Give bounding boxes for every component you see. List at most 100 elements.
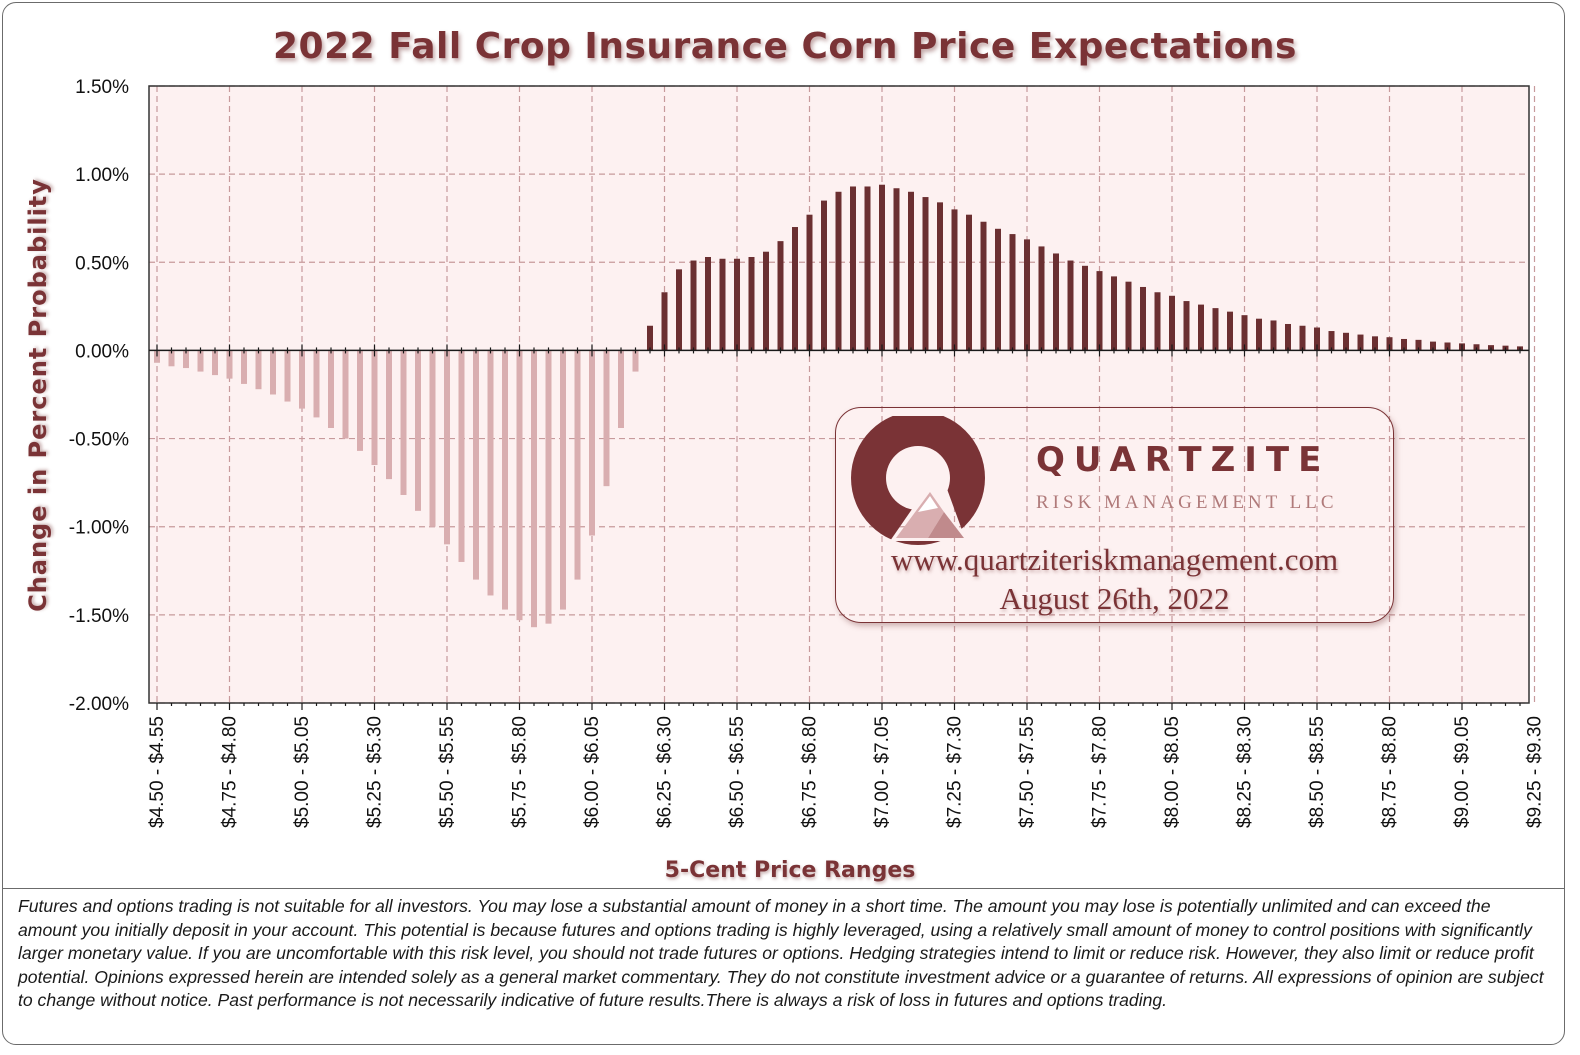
bar xyxy=(951,209,958,351)
bar xyxy=(1082,265,1088,351)
risk-disclaimer: Futures and options trading is not suita… xyxy=(2,888,1565,1045)
bar-series xyxy=(154,184,1523,628)
bar xyxy=(966,214,972,351)
y-tick-label: -0.50% xyxy=(69,430,129,451)
bar xyxy=(1270,320,1277,351)
x-tick-label: $7.50 - $7.55 xyxy=(1017,716,1038,828)
bar xyxy=(270,350,276,395)
bar xyxy=(676,269,682,351)
bar xyxy=(1067,260,1074,351)
bar xyxy=(357,350,363,451)
bar xyxy=(995,228,1001,351)
bar xyxy=(212,350,218,376)
bar xyxy=(531,350,537,628)
y-tick-label: 0.00% xyxy=(75,341,129,362)
bar xyxy=(1386,337,1393,351)
bar xyxy=(922,197,929,351)
bar xyxy=(487,350,494,596)
bar xyxy=(1009,234,1016,351)
axes xyxy=(148,85,1530,710)
x-tick-label: $7.00 - $7.05 xyxy=(872,716,893,828)
bar xyxy=(734,258,740,351)
bar xyxy=(1328,331,1335,351)
bar xyxy=(864,186,871,351)
bar xyxy=(1169,295,1175,351)
y-axis-label: Change in Percent Probability xyxy=(24,178,52,612)
bar xyxy=(255,350,262,390)
bar xyxy=(1183,301,1190,351)
bar xyxy=(763,251,769,351)
bar xyxy=(1096,271,1103,351)
x-tick-label: $9.00 - $9.05 xyxy=(1452,716,1473,828)
bar xyxy=(241,350,247,384)
quartzite-logo-icon xyxy=(851,416,985,545)
bar xyxy=(661,292,668,351)
bar xyxy=(1314,327,1320,351)
bar xyxy=(560,350,566,610)
x-tick-labels: $4.50 - $4.55 $4.75 - $4.80 $5.00 - $5.05 $… xyxy=(147,716,1546,828)
bar xyxy=(937,202,943,351)
x-tick-label: $7.25 - $7.30 xyxy=(945,716,966,828)
bar xyxy=(1125,281,1132,351)
bar xyxy=(1444,342,1451,351)
bar xyxy=(154,350,160,363)
bar xyxy=(444,350,450,545)
bar xyxy=(748,256,755,351)
bar xyxy=(589,350,595,536)
report-date: August 26th, 2022 xyxy=(999,581,1230,616)
bar xyxy=(980,221,987,351)
bar xyxy=(197,350,204,372)
bar xyxy=(183,350,189,369)
y-tick-label: 1.00% xyxy=(75,165,129,186)
y-tick-label: 1.50% xyxy=(75,77,129,98)
bar xyxy=(545,350,552,624)
bar xyxy=(1140,286,1146,351)
x-tick-label: $6.50 - $6.55 xyxy=(727,716,748,828)
bar xyxy=(1053,253,1059,351)
bar xyxy=(850,186,856,351)
x-tick-label: $8.00 - $8.05 xyxy=(1162,716,1183,828)
bar xyxy=(1212,308,1219,351)
chart-title: 2022 Fall Crop Insurance Corn Price Expe… xyxy=(273,26,1297,67)
bar xyxy=(1415,339,1422,351)
x-tick-label: $9.25 - $9.30 xyxy=(1525,716,1546,828)
x-tick-label: $4.75 - $4.80 xyxy=(220,716,241,828)
logo-watermark: QUARTZITE RISK MANAGEMENT LLC www.quartz… xyxy=(835,407,1394,623)
x-tick-label: $8.50 - $8.55 xyxy=(1307,716,1328,828)
bar xyxy=(1285,323,1291,351)
bar xyxy=(458,350,465,562)
bar xyxy=(1241,315,1248,351)
bar xyxy=(893,188,900,351)
y-tick-label: -1.00% xyxy=(69,518,129,539)
x-tick-label: $5.75 - $5.80 xyxy=(510,716,531,828)
bar xyxy=(574,350,581,580)
bar xyxy=(690,260,697,351)
y-tick-label: -2.00% xyxy=(69,694,129,715)
x-tick-label: $6.25 - $6.30 xyxy=(655,716,676,828)
logo-website-url: www.quartziteriskmanagement.com xyxy=(890,542,1339,577)
x-tick-label: $6.75 - $6.80 xyxy=(800,716,821,828)
bar xyxy=(1111,276,1117,351)
x-tick-label: $5.25 - $5.30 xyxy=(365,716,386,828)
bar xyxy=(371,350,378,466)
bar xyxy=(806,214,813,351)
bar xyxy=(299,350,305,409)
bar xyxy=(1198,304,1204,351)
x-tick-label: $7.75 - $7.80 xyxy=(1090,716,1111,828)
bar xyxy=(1401,338,1407,351)
bar xyxy=(835,191,842,351)
bar xyxy=(1256,318,1262,351)
logo-company-subtitle: RISK MANAGEMENT LLC xyxy=(1036,492,1338,513)
bar xyxy=(821,200,827,351)
bar xyxy=(328,350,334,428)
bar xyxy=(647,325,653,351)
y-tick-label: 0.50% xyxy=(75,253,129,274)
logo-company-name: QUARTZITE xyxy=(1036,440,1331,480)
bar xyxy=(1038,246,1045,351)
x-tick-label: $8.25 - $8.30 xyxy=(1235,716,1256,828)
bar xyxy=(1357,334,1364,351)
bar xyxy=(1154,292,1161,351)
bar xyxy=(908,191,914,351)
bar xyxy=(1372,336,1378,351)
bar xyxy=(502,350,508,610)
